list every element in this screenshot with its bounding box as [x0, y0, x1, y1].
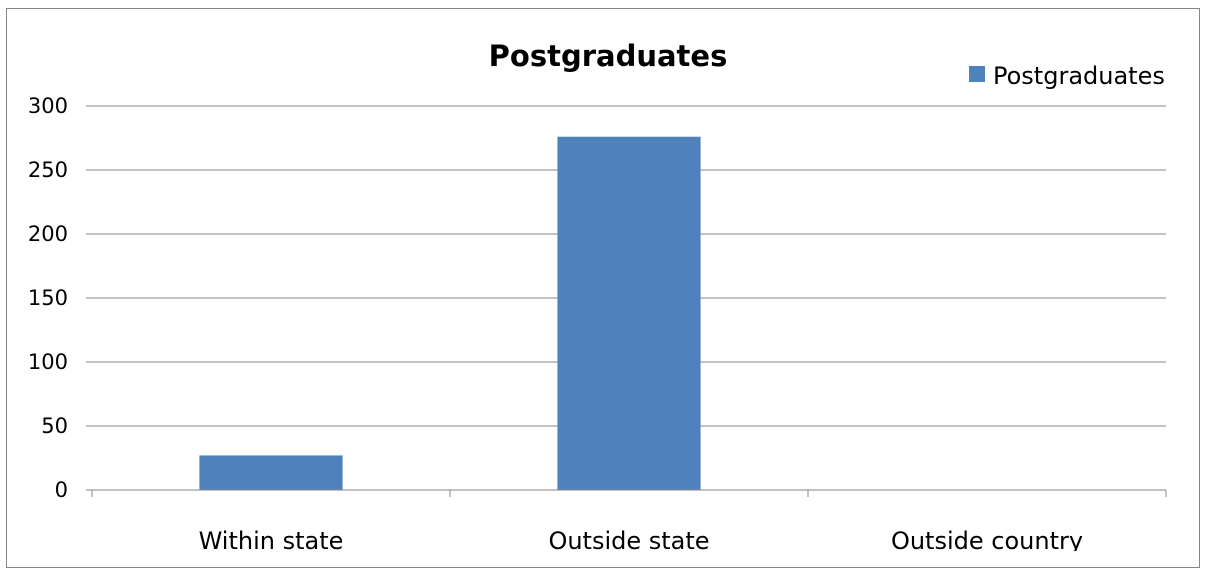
- x-category-label: Outside country: [891, 527, 1083, 551]
- y-tick-label: 0: [55, 478, 68, 502]
- bar-within-state: [199, 455, 343, 490]
- y-tick-label: 100: [28, 350, 68, 374]
- legend-swatch: [969, 66, 985, 82]
- x-axis-category-labels: Within state Outside state Outside country: [199, 527, 1083, 551]
- legend-label: Postgraduates: [993, 62, 1165, 90]
- y-tick-label: 300: [28, 94, 68, 118]
- y-axis-tick-labels: 0 50 100 150 200 250 300: [28, 94, 68, 502]
- y-tick-label: 200: [28, 222, 68, 246]
- bar-outside-state: [557, 136, 701, 490]
- y-tick-label: 150: [28, 286, 68, 310]
- bar-chart: Postgraduates Postgraduates 0 50 100 150 200…: [28, 39, 1167, 551]
- bars: [199, 136, 701, 490]
- chart-title: Postgraduates: [489, 39, 728, 73]
- x-category-label: Outside state: [548, 527, 709, 551]
- x-axis: [91, 489, 1167, 497]
- y-tick-label: 250: [28, 158, 68, 182]
- legend: Postgraduates: [969, 62, 1165, 90]
- x-category-label: Within state: [199, 527, 344, 551]
- y-tick-label: 50: [41, 414, 68, 438]
